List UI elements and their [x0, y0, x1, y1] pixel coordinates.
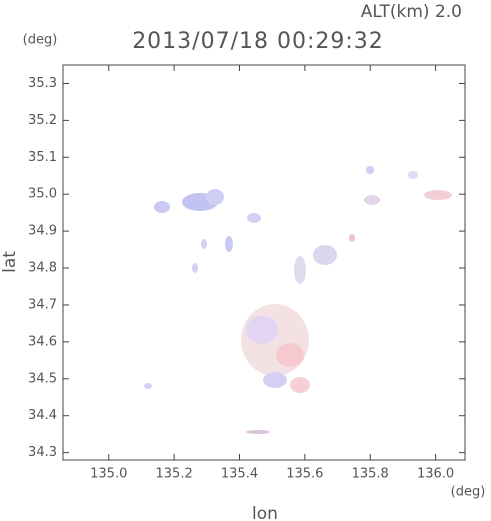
y-tick-label: 34.9	[28, 224, 57, 239]
echo	[144, 383, 152, 389]
echo	[349, 234, 355, 242]
y-tick-label: 34.8	[28, 261, 57, 276]
x-tick-label: 135.6	[286, 467, 323, 482]
echo	[290, 377, 310, 393]
y-tick-label: 34.5	[28, 371, 57, 386]
y-tick-label: 35.3	[28, 76, 57, 91]
echo	[364, 195, 380, 205]
x-axis-label: lon	[252, 504, 278, 521]
y-tick-label: 34.3	[28, 445, 57, 460]
x-tick-label: 135.0	[90, 467, 127, 482]
echo	[263, 372, 287, 388]
plot-frame	[62, 64, 466, 461]
y-unit: (deg)	[23, 33, 58, 48]
y-axis-label: lat	[0, 251, 20, 273]
echo	[276, 343, 304, 367]
echo	[408, 171, 418, 179]
echo	[206, 189, 224, 205]
y-tick-label: 34.4	[28, 408, 57, 423]
x-tick-label: 135.4	[221, 467, 258, 482]
x-tick-label: 135.8	[352, 467, 389, 482]
echo-field	[144, 166, 452, 434]
echo	[366, 166, 374, 174]
y-tick-label: 34.7	[28, 297, 57, 312]
echo	[313, 245, 337, 265]
y-tick-label: 35.1	[28, 150, 57, 165]
x-tick-label: 135.2	[156, 467, 193, 482]
echo	[246, 430, 270, 434]
echo	[247, 213, 261, 223]
echo	[424, 190, 452, 200]
x-tick-label: 136.0	[417, 467, 454, 482]
chart-title: 2013/07/18 00:29:32	[132, 29, 384, 54]
echo	[246, 316, 278, 344]
y-tick-label: 35.0	[28, 187, 57, 202]
altitude-label: ALT(km) 2.0	[361, 2, 462, 22]
y-tick-label: 35.2	[28, 113, 57, 128]
echo	[225, 236, 233, 252]
echo	[154, 201, 170, 213]
echo	[294, 256, 306, 284]
echo	[192, 263, 198, 273]
x-unit: (deg)	[451, 485, 486, 500]
echo	[201, 239, 207, 249]
y-tick-label: 34.6	[28, 334, 57, 349]
